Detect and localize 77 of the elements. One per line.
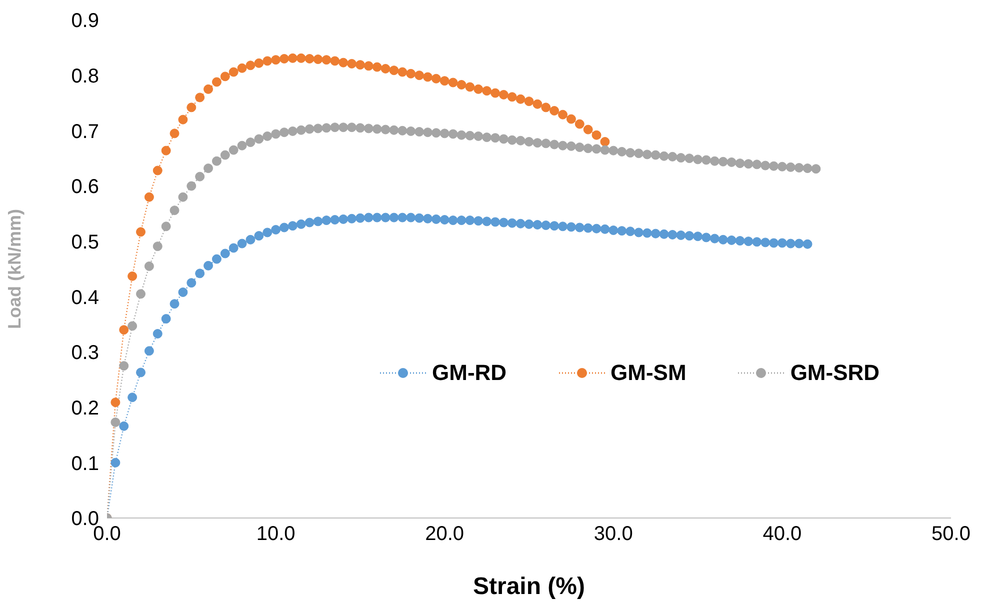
point	[498, 90, 508, 100]
point	[389, 66, 399, 76]
point	[583, 124, 593, 134]
point	[574, 119, 584, 129]
point	[414, 70, 424, 80]
y-tick-label: 0.3	[71, 342, 99, 364]
point	[119, 325, 129, 335]
point	[246, 60, 256, 70]
point	[322, 55, 332, 65]
point	[456, 80, 466, 90]
x-tick-label: 20.0	[425, 523, 464, 546]
point	[516, 94, 526, 104]
point	[262, 56, 272, 66]
point	[566, 114, 576, 124]
point	[212, 77, 222, 87]
point	[288, 53, 298, 63]
point	[406, 68, 416, 78]
point	[220, 72, 230, 82]
point	[195, 92, 205, 102]
point	[110, 398, 120, 408]
legend-label: GM-SM	[610, 360, 686, 386]
point	[355, 60, 365, 70]
point	[541, 102, 551, 112]
point	[128, 271, 138, 281]
point	[558, 110, 568, 120]
legend-label: GM-RD	[432, 360, 507, 386]
point	[296, 53, 306, 63]
point	[448, 78, 458, 88]
point	[178, 114, 188, 124]
point	[507, 92, 517, 102]
point	[600, 136, 610, 146]
point	[228, 67, 238, 77]
point	[186, 102, 196, 112]
point	[161, 146, 171, 156]
y-tick-label: 0.8	[71, 65, 99, 88]
point	[482, 86, 492, 96]
point	[136, 227, 146, 237]
point	[144, 192, 154, 202]
point	[490, 88, 500, 98]
point	[364, 61, 374, 71]
point	[304, 54, 314, 64]
point	[330, 56, 340, 66]
x-tick-label: 40.0	[762, 523, 802, 546]
point	[532, 99, 542, 109]
point	[254, 58, 264, 68]
x-tick-label: 10.0	[256, 523, 296, 546]
y-tick-label: 0.4	[71, 286, 99, 309]
point	[237, 63, 247, 73]
point	[524, 96, 534, 106]
point	[380, 64, 390, 74]
y-tick-label: 0.2	[71, 397, 99, 420]
x-axis-title: Strain (%)	[472, 573, 586, 600]
point	[347, 58, 357, 68]
point	[204, 84, 214, 94]
y-tick-label: 0.1	[71, 452, 99, 475]
y-tick-label: 0.7	[71, 120, 99, 143]
point	[474, 84, 484, 94]
point	[398, 67, 408, 77]
point	[313, 54, 323, 64]
point	[550, 106, 560, 116]
x-tick-label: 30.0	[594, 523, 633, 546]
y-tick-label: 0.5	[71, 231, 99, 254]
point	[431, 74, 441, 84]
point	[338, 58, 348, 68]
point	[170, 128, 180, 138]
point	[271, 55, 281, 65]
point	[465, 82, 475, 92]
point	[152, 166, 162, 176]
point	[422, 72, 432, 82]
point	[440, 76, 450, 86]
x-tick-label: 50.0	[932, 523, 970, 546]
point	[279, 54, 289, 64]
point	[592, 130, 602, 140]
point	[372, 62, 382, 72]
y-tick-label: 0.6	[71, 176, 99, 198]
legend-label: GM-SRD	[790, 360, 880, 386]
y-tick-label: 0.9	[71, 10, 99, 32]
